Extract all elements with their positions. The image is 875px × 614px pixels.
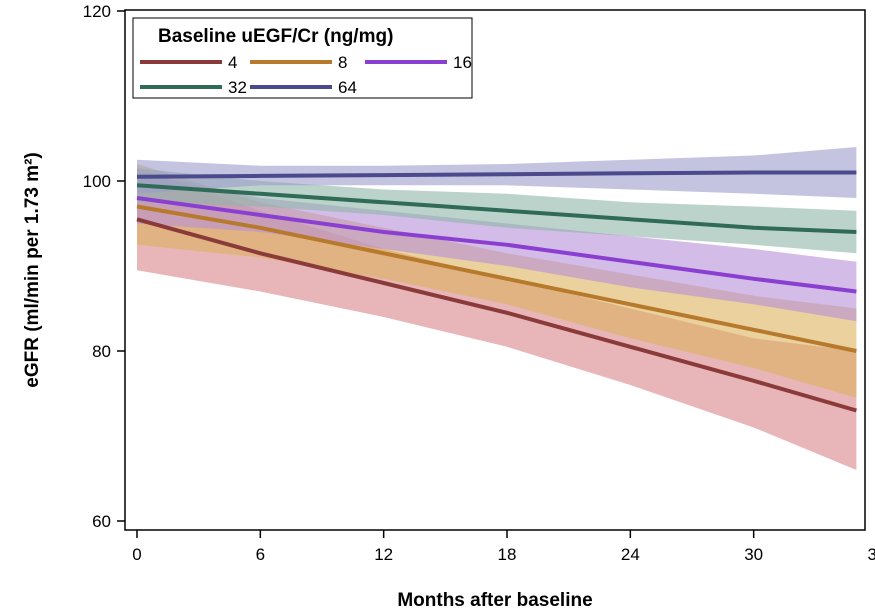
y-axis-title: eGFR (ml/min per 1.73 m²) <box>22 152 43 387</box>
y-tick-label: 120 <box>83 2 111 21</box>
plot-frame <box>124 9 866 531</box>
series-line-4 <box>136 217 857 413</box>
legend-title: Baseline uEGF/Cr (ng/mg) <box>158 26 393 47</box>
x-tick-label: 6 <box>256 545 265 564</box>
legend: Baseline uEGF/Cr (ng/mg) 4 8 16 32 64 <box>132 17 473 99</box>
x-tick-label: 24 <box>621 545 640 564</box>
legend-items: 4 8 16 32 64 <box>140 53 472 97</box>
x-tick-label: 36 <box>868 545 875 564</box>
y-tick-label: 80 <box>92 342 111 361</box>
x-tick-label: 12 <box>374 545 393 564</box>
series-line-64 <box>136 170 857 179</box>
y-tick-label: 100 <box>83 172 111 191</box>
legend-label-64: 64 <box>338 78 357 97</box>
x-tick-label: 18 <box>498 545 517 564</box>
y-tick-label: 60 <box>92 512 111 531</box>
x-axis-title: Months after baseline <box>397 590 592 611</box>
y-axis: 60 80 100 120 <box>83 2 125 531</box>
x-tick-label: 0 <box>132 545 141 564</box>
x-axis: 0 6 12 18 24 30 36 <box>132 530 875 564</box>
legend-box <box>132 17 473 99</box>
series-line-8 <box>136 204 857 353</box>
series-line-16 <box>136 196 857 294</box>
legend-label-4: 4 <box>228 53 237 72</box>
series-line-32 <box>136 183 857 234</box>
x-tick-label: 30 <box>744 545 763 564</box>
legend-label-8: 8 <box>338 53 347 72</box>
legend-label-16: 16 <box>453 53 472 72</box>
confidence-bands <box>137 147 857 471</box>
legend-label-32: 32 <box>228 78 247 97</box>
series-lines <box>136 170 857 413</box>
